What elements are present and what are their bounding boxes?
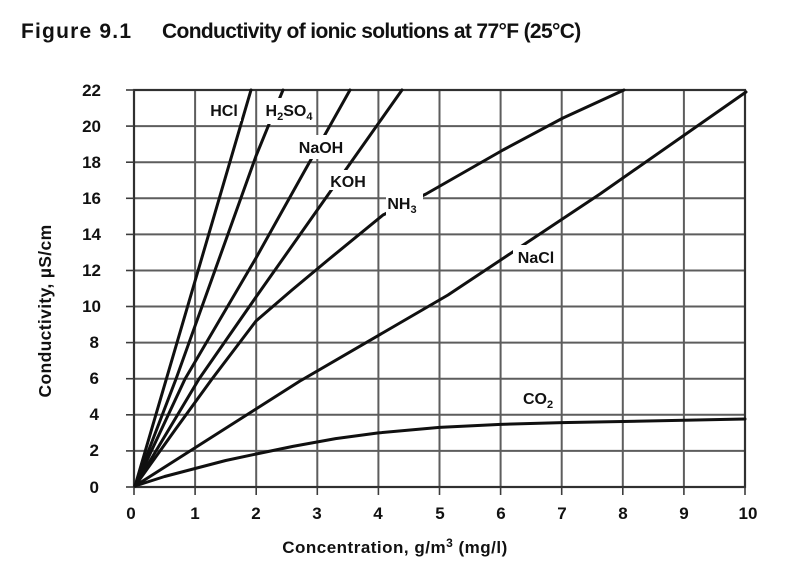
svg-text:16: 16 [82,189,101,208]
svg-text:10: 10 [82,297,101,316]
svg-text:18: 18 [82,153,101,172]
svg-text:1: 1 [190,504,199,523]
svg-text:9: 9 [679,504,688,523]
svg-text:14: 14 [82,225,101,244]
svg-text:4: 4 [373,504,383,523]
svg-text:2: 2 [90,441,99,460]
svg-text:NH3: NH3 [387,196,416,216]
svg-text:5: 5 [435,504,444,523]
svg-text:0: 0 [126,504,135,523]
svg-text:7: 7 [557,504,566,523]
svg-text:3: 3 [312,504,321,523]
svg-text:Concentration, g/m3 (mg/l): Concentration, g/m3 (mg/l) [282,536,508,557]
svg-text:NaCl: NaCl [518,250,554,267]
svg-text:6: 6 [90,369,99,388]
svg-text:12: 12 [82,261,101,280]
svg-text:KOH: KOH [330,174,366,191]
svg-text:2: 2 [251,504,260,523]
svg-text:8: 8 [90,333,99,352]
svg-text:Conductivity, µS/cm: Conductivity, µS/cm [35,225,55,398]
svg-text:6: 6 [496,504,505,523]
svg-text:CO2: CO2 [523,391,553,411]
svg-text:NaOH: NaOH [299,140,343,157]
svg-text:22: 22 [82,81,101,100]
svg-text:10: 10 [739,504,758,523]
svg-text:0: 0 [90,478,99,497]
svg-text:8: 8 [618,504,627,523]
svg-text:HCl: HCl [210,103,238,120]
svg-text:20: 20 [82,117,101,136]
svg-text:4: 4 [90,405,100,424]
